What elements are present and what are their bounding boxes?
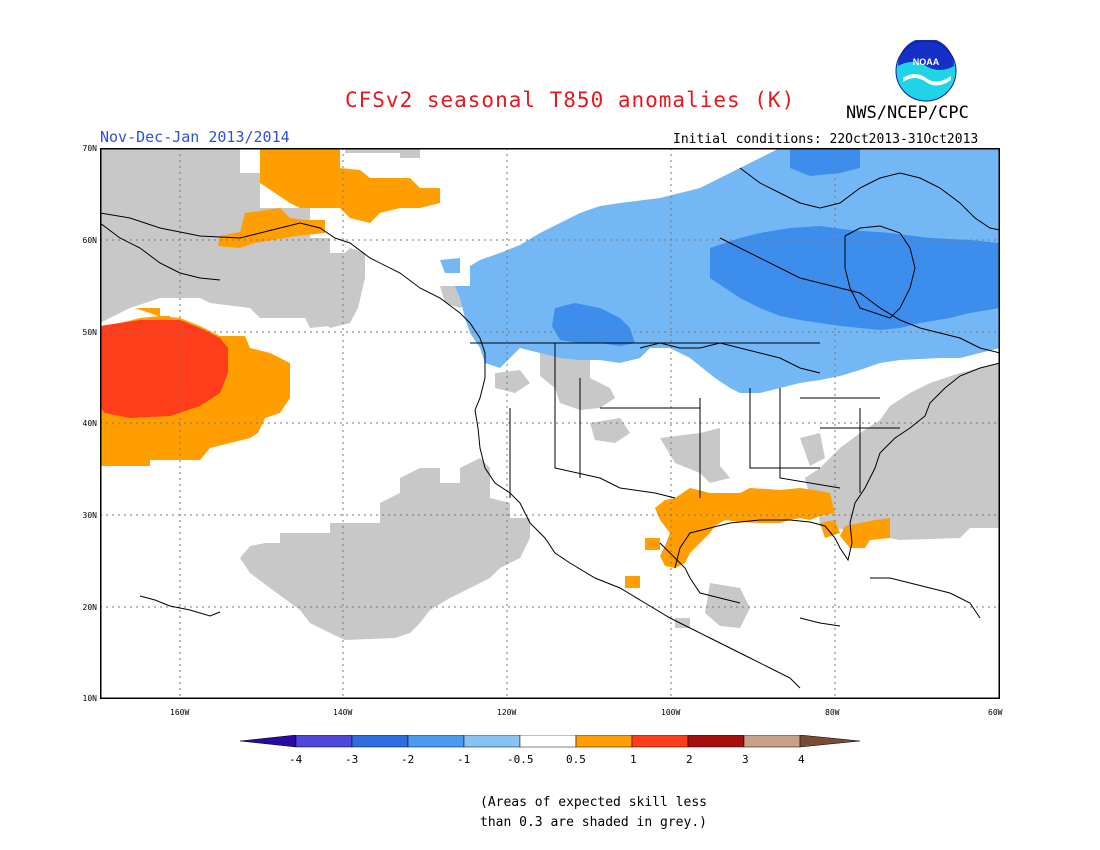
map-title: CFSv2 seasonal T850 anomalies (K) [345, 88, 796, 112]
agency-label: NWS/NCEP/CPC [846, 103, 969, 123]
cool-anomaly-medium [552, 148, 1000, 346]
colorbar-swatch-6 [575, 735, 633, 748]
svg-text:NOAA: NOAA [913, 57, 940, 67]
colorbar-swatch-10 [799, 735, 860, 748]
colorbar-swatch-4 [463, 735, 521, 748]
colorbar-label: -0.5 [507, 753, 534, 766]
lon-label-80w: 80W [825, 708, 840, 717]
lat-label-70n: 70N [82, 144, 97, 153]
graticule [100, 148, 1000, 699]
colorbar-swatch-3 [407, 735, 465, 748]
lat-label-20n: 20N [82, 603, 97, 612]
forecast-period: Nov-Dec-Jan 2013/2014 [100, 128, 290, 146]
colorbar-swatch-7 [631, 735, 689, 748]
colorbar-label: -1 [457, 753, 471, 766]
colorbar-swatch-1 [295, 735, 353, 748]
footnote-line: (Areas of expected skill less [480, 795, 707, 810]
initial-conditions: Initial conditions: 22Oct2013-31Oct2013 [673, 132, 979, 147]
colorbar-swatch-2 [351, 735, 409, 748]
colorbar-label: 2 [686, 753, 693, 766]
colorbar-swatch-8 [687, 735, 745, 748]
colorbar-swatch-9 [743, 735, 801, 748]
lat-label-30n: 30N [82, 511, 97, 520]
anomaly-map [100, 148, 1000, 699]
lon-label-140w: 140W [333, 708, 353, 717]
lat-label-50n: 50N [82, 328, 97, 337]
colorbar-label: 3 [742, 753, 749, 766]
noaa-logo: NOAA [895, 40, 957, 102]
colorbar-label: 4 [798, 753, 805, 766]
lon-label-120w: 120W [497, 708, 517, 717]
colorbar-label: -2 [401, 753, 415, 766]
lon-label-60w: 60W [988, 708, 1003, 717]
lat-label-10n: 10N [82, 694, 97, 703]
colorbar-label: 1 [630, 753, 637, 766]
lat-label-60n: 60N [82, 236, 97, 245]
colorbar-swatch-5 [519, 735, 577, 748]
colorbar-swatch-0 [240, 735, 297, 748]
colorbar-label: -4 [289, 753, 303, 766]
lon-label-160w: 160W [170, 708, 190, 717]
warm-anomaly-red [100, 320, 228, 418]
colorbar-label: -3 [345, 753, 359, 766]
colorbar-label: 0.5 [566, 753, 586, 766]
colorbar [240, 735, 860, 748]
lat-label-40n: 40N [82, 419, 97, 428]
coastlines [100, 167, 1000, 689]
lon-label-100w: 100W [661, 708, 681, 717]
skill-footnote: (Areas of expected skill less than 0.3 a… [480, 793, 707, 833]
footnote-line: than 0.3 are shaded in grey.) [480, 815, 707, 830]
